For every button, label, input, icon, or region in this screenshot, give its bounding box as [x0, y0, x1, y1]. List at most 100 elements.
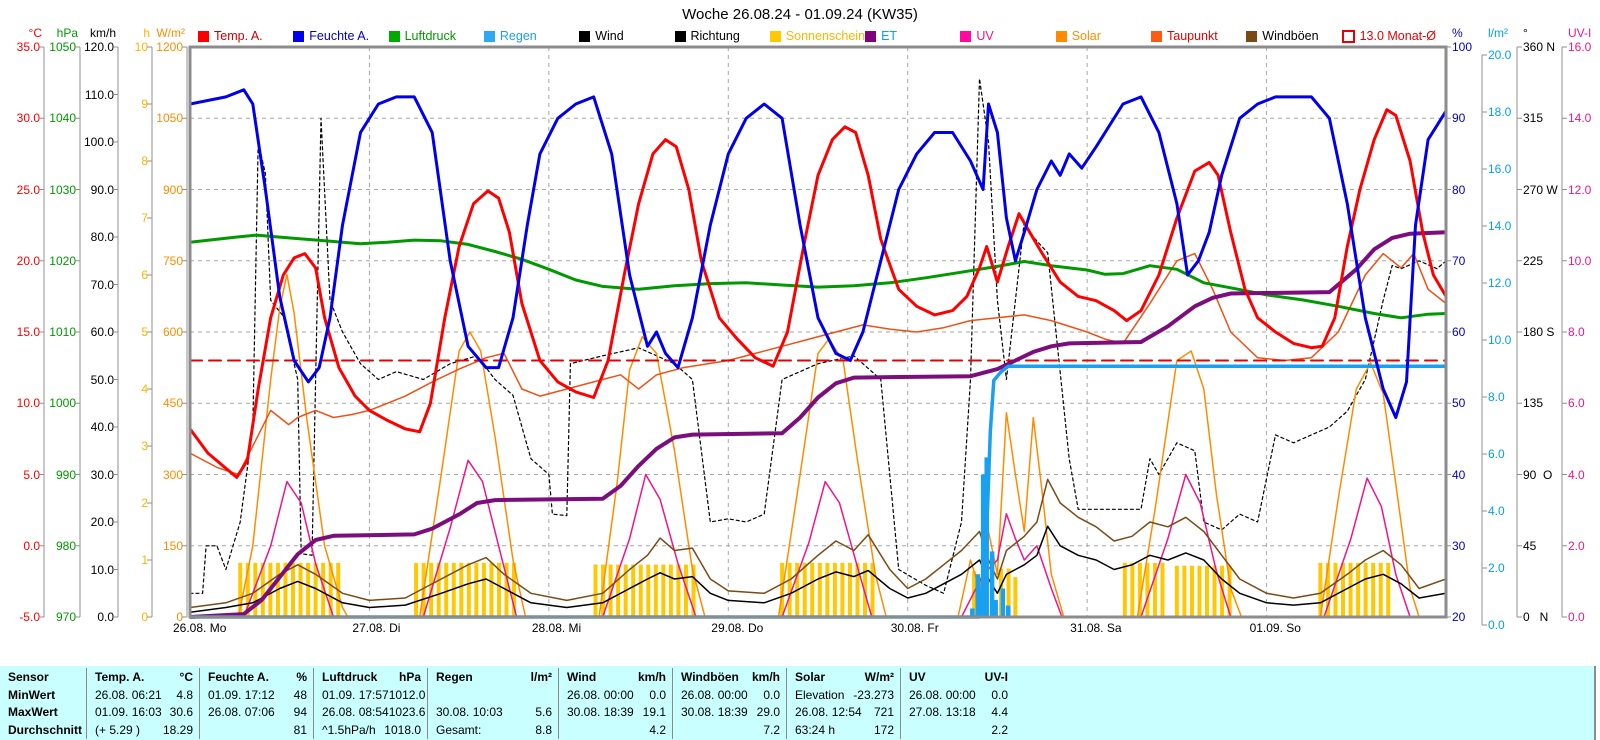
cell-value: 4.8 — [176, 687, 193, 702]
sunshine-bar — [1371, 562, 1376, 617]
table-cell-temp-a-: 26.08. 06:21 4.8 — [86, 685, 199, 704]
legend-item-feuchte-a-[interactable]: Feuchte A. — [293, 29, 369, 43]
tick-label-h: 8 — [141, 154, 148, 168]
sunshine-bar — [298, 562, 303, 617]
sunshine-bar — [646, 564, 651, 617]
sunshine-bar — [1378, 562, 1383, 617]
cell-text-left: Solar — [795, 670, 826, 684]
sunshine-bar — [802, 562, 807, 617]
tick-label-pct: 20 — [1452, 610, 1466, 624]
legend-item-sonnenschein[interactable]: Sonnenschein — [769, 29, 865, 43]
tick-label-wm2: 300 — [162, 467, 183, 482]
table-cell-luftdruck: 01.09. 17:57 1012.0 — [313, 685, 427, 704]
tick-label-lm2: 18.0 — [1488, 105, 1512, 119]
legend-label: Temp. A. — [214, 28, 263, 43]
table-cell-luftdruck: ^1.5hPa/h 1018.0 — [313, 720, 427, 739]
legend-item-wind[interactable]: Wind — [579, 29, 624, 43]
sunshine-bar — [496, 562, 501, 617]
tick-label-hPa: 1050 — [49, 40, 76, 54]
tick-label-kmh: 60.0 — [90, 325, 114, 339]
cell-value: % — [296, 670, 307, 684]
tick-label-degC: 20.0 — [16, 253, 40, 268]
series-temp — [190, 108, 1446, 479]
tick-label-h: 1 — [141, 553, 148, 567]
table-cell-feuchte-a-: 01.09. 17:12 48 — [199, 685, 313, 704]
series-richtung — [190, 78, 1446, 594]
rain-bar — [975, 574, 980, 617]
axis-header-uvi: UV-I — [1568, 26, 1592, 40]
axis-header-pct: % — [1452, 26, 1463, 40]
legend-label: Taupunkt — [1167, 28, 1218, 43]
table-cell-feuchte-a-: 26.08. 07:06 94 — [199, 703, 313, 721]
table-cell-solar: Elevation -23.273 — [786, 685, 900, 704]
sunshine-bar — [451, 562, 456, 617]
sunshine-bar — [1197, 565, 1202, 617]
sunshine-bar — [870, 562, 875, 617]
legend-swatch-icon — [579, 30, 591, 42]
cell-value: 0.0 — [649, 687, 666, 702]
legend-item-windb-en[interactable]: Windböen — [1246, 29, 1319, 43]
table-cell-regen: Gesamt: 8.8 — [427, 720, 558, 739]
table-cell-wind: 30.08. 18:39 19.1 — [558, 703, 672, 721]
rain-bar — [970, 608, 975, 617]
sunshine-bar — [283, 562, 288, 617]
sunshine-bar — [512, 562, 517, 617]
sunshine-bar — [1189, 565, 1194, 617]
rain-bar — [1000, 588, 1006, 617]
cell-text-left: 30.08. 18:39 — [681, 705, 748, 719]
tick-label-uvi: 2.0 — [1568, 538, 1585, 553]
tick-label-deg: 90 O — [1523, 467, 1553, 482]
legend-item-13-0-monat-[interactable]: 13.0 Monat-Ø — [1341, 29, 1436, 43]
sunshine-bar — [1122, 562, 1127, 617]
tick-label-pct: 40 — [1452, 467, 1466, 482]
tick-label-h: 5 — [141, 325, 148, 339]
cell-value: 48 — [293, 687, 307, 702]
sunshine-bar — [290, 562, 295, 617]
legend-item-luftdruck[interactable]: Luftdruck — [388, 29, 456, 43]
sunshine-bar — [616, 564, 621, 617]
table-cell-solar: Solar W/m² — [786, 668, 900, 686]
legend-label: Regen — [499, 28, 537, 43]
legend-item-regen[interactable]: Regen — [483, 28, 537, 43]
legend-item-solar[interactable]: Solar — [1055, 29, 1101, 43]
legend-item-uv[interactable]: UV — [960, 29, 994, 43]
tick-label-kmh: 50.0 — [90, 372, 114, 387]
cell-value: 81 — [293, 722, 307, 737]
cell-text-left: 30.08. 10:03 — [436, 705, 503, 719]
cell-text-left: 63:24 h — [795, 722, 836, 737]
sunshine-bar — [832, 562, 837, 617]
cell-text-left: Temp. A. — [95, 670, 145, 684]
tick-label-pct: 70 — [1452, 253, 1466, 268]
cell-value: 721 — [873, 705, 894, 719]
cell-value: 4.4 — [991, 705, 1008, 719]
tick-label-kmh: 90.0 — [90, 182, 114, 197]
legend-item-temp-a-[interactable]: Temp. A. — [198, 29, 263, 43]
sunshine-bar — [661, 564, 666, 617]
cell-value: 1012.0 — [388, 687, 426, 702]
table-cell-feuchte-a-: Feuchte A.% — [199, 668, 313, 686]
legend-item-taupunkt[interactable]: Taupunkt — [1151, 29, 1218, 43]
legend-label: Feuchte A. — [309, 28, 370, 43]
tick-label-h: 0 — [141, 610, 148, 624]
axis-header-h: h — [143, 26, 150, 40]
sunshine-bar — [1333, 562, 1338, 617]
sunshine-bar — [787, 562, 792, 617]
cell-text-left: 30.08. 18:39 — [567, 705, 634, 719]
table-row-sensor: Sensor Temp. A. °C Feuchte A.% Luftdruck hPa R… — [0, 668, 1594, 686]
cell-text-left: Wind — [567, 670, 597, 684]
tick-label-h: 6 — [141, 268, 148, 282]
sunshine-bar — [328, 562, 333, 617]
sunshine-bar — [444, 562, 449, 617]
legend-item-et[interactable]: ET — [865, 29, 897, 43]
legend-swatch-icon — [1246, 30, 1258, 42]
table-cell-feuchte-a-: 81 — [199, 720, 313, 739]
tick-label-wm2: 900 — [162, 182, 183, 197]
legend-item-richtung[interactable]: Richtung — [674, 29, 740, 43]
tick-label-lm2: 12.0 — [1488, 276, 1512, 290]
page-title: Woche 26.08.24 - 01.09.24 (KW35) — [682, 6, 918, 23]
cell-value: 1018.0 — [384, 722, 421, 737]
cell-value: 30.6 — [169, 705, 193, 719]
tick-label-lm2: 0.0 — [1488, 618, 1505, 632]
sunshine-bar — [1006, 568, 1011, 617]
cell-text-left: Elevation — [795, 687, 845, 702]
